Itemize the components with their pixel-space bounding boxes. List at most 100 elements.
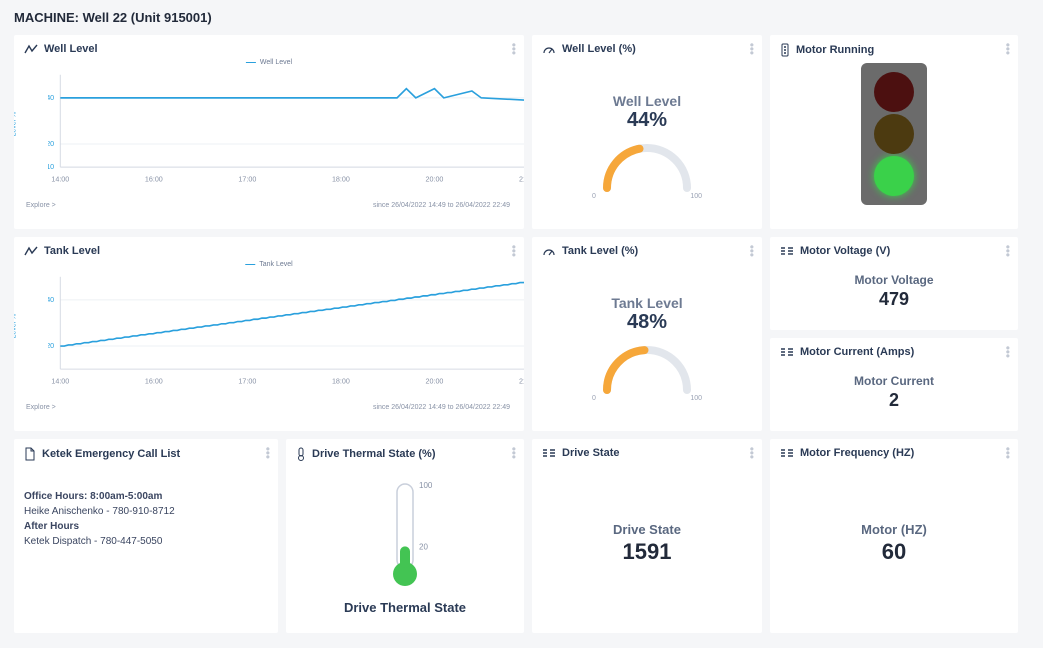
card-title: Tank Level — [44, 245, 100, 257]
stat-value: 479 — [879, 289, 909, 310]
well-level-chart: Well Level Level % 40201014:0016:0017:00… — [24, 59, 514, 207]
stat-label: Motor Voltage — [854, 273, 933, 287]
motor-running-card: Motor Running ••• — [770, 35, 1018, 229]
card-title: Motor Frequency (HZ) — [800, 447, 914, 459]
dashboard-grid: Well Level ••• Well Level Level % 402010… — [14, 35, 1029, 633]
metric-icon — [780, 347, 794, 357]
time-range: since 26/04/2022 14:49 to 26/04/2022 22:… — [373, 404, 510, 411]
card-title: Drive State — [562, 447, 619, 459]
thermometer: 100 20 — [365, 476, 445, 596]
traffic-red — [874, 72, 914, 112]
svg-text:14:00: 14:00 — [51, 175, 69, 183]
gauge-min: 0 — [592, 193, 596, 200]
call-list-card: Ketek Emergency Call List ••• Office Hou… — [14, 439, 278, 633]
motor-voltage-card: Motor Voltage (V) ••• Motor Voltage 479 — [770, 237, 1018, 330]
row3-left-split: Ketek Emergency Call List ••• Office Hou… — [14, 439, 524, 633]
time-range: since 26/04/2022 14:49 to 26/04/2022 22:… — [373, 202, 510, 209]
card-menu-icon[interactable]: ••• — [512, 43, 516, 55]
explore-link[interactable]: Explore > — [26, 404, 56, 411]
svg-text:17:00: 17:00 — [238, 175, 256, 183]
card-title: Drive Thermal State (%) — [312, 448, 435, 460]
card-title: Motor Current (Amps) — [800, 346, 914, 358]
card-title: Well Level (%) — [562, 43, 636, 55]
chart-legend: Tank Level — [245, 261, 292, 268]
line-chart-icon — [24, 43, 38, 55]
y-axis-label: Level % — [14, 314, 18, 339]
document-icon — [24, 447, 36, 461]
line-chart-icon — [24, 245, 38, 257]
tank-level-chart-card: Tank Level ••• Tank Level Level % 40 20 14… — [14, 237, 524, 431]
motor-frequency-card: Motor Frequency (HZ) ••• Motor (HZ) 60 — [770, 439, 1018, 633]
card-title: Tank Level (%) — [562, 245, 638, 257]
svg-text:16:00: 16:00 — [145, 175, 163, 183]
svg-text:18:00: 18:00 — [332, 377, 350, 385]
svg-text:40: 40 — [48, 296, 54, 304]
card-menu-icon[interactable]: ••• — [750, 447, 754, 459]
gauge-label: Well Level — [613, 93, 681, 109]
card-title: Well Level — [44, 43, 98, 55]
after-hours-label: After Hours — [24, 519, 268, 534]
gauge-label: Tank Level — [611, 295, 682, 311]
card-menu-icon[interactable]: ••• — [1006, 447, 1010, 459]
contact-line: Ketek Dispatch - 780-447-5050 — [24, 534, 268, 549]
well-level-chart-card: Well Level ••• Well Level Level % 402010… — [14, 35, 524, 229]
metric-icon — [780, 246, 794, 256]
gauge-icon — [542, 245, 556, 257]
gauge-value: 48% — [627, 311, 667, 334]
card-title: Motor Voltage (V) — [800, 245, 890, 257]
svg-text:18:00: 18:00 — [332, 175, 350, 183]
gauge-icon — [542, 43, 556, 55]
thermometer-icon — [296, 447, 306, 461]
stat-label: Drive State — [613, 522, 681, 537]
gauge-max: 100 — [690, 395, 702, 402]
gauge-min: 0 — [592, 395, 596, 402]
stat-value: 1591 — [623, 539, 672, 565]
svg-text:21:00: 21:00 — [519, 175, 524, 183]
svg-text:20: 20 — [48, 342, 54, 350]
thermal-state-card: Drive Thermal State (%) ••• 100 20 Drive … — [286, 439, 524, 633]
office-hours-label: Office Hours: 8:00am-5:00am — [24, 489, 268, 504]
svg-text:17:00: 17:00 — [238, 377, 256, 385]
card-menu-icon[interactable]: ••• — [750, 43, 754, 55]
stat-value: 2 — [889, 390, 899, 411]
svg-text:40: 40 — [48, 94, 54, 102]
traffic-green — [874, 156, 914, 196]
well-level-pct-card: Well Level (%) ••• Well Level 44% 0100 — [532, 35, 762, 229]
svg-text:20:00: 20:00 — [426, 377, 444, 385]
card-title: Ketek Emergency Call List — [42, 448, 180, 460]
traffic-light-icon — [780, 43, 790, 57]
svg-text:20: 20 — [419, 542, 428, 551]
contact-info: Office Hours: 8:00am-5:00am Heike Anisch… — [24, 489, 268, 549]
motor-stats-column: Motor Voltage (V) ••• Motor Voltage 479 … — [770, 237, 1018, 431]
contact-line: Heike Anischenko - 780-910-8712 — [24, 504, 268, 519]
stat-value: 60 — [882, 539, 906, 565]
card-menu-icon[interactable]: ••• — [512, 245, 516, 257]
traffic-light — [861, 63, 927, 205]
card-menu-icon[interactable]: ••• — [266, 447, 270, 459]
metric-icon — [542, 448, 556, 458]
y-axis-label: Level % — [14, 112, 18, 137]
gauge-max: 100 — [690, 193, 702, 200]
svg-text:100: 100 — [419, 481, 433, 490]
svg-text:20:00: 20:00 — [426, 175, 444, 183]
stat-label: Motor (HZ) — [861, 522, 927, 537]
metric-icon — [780, 448, 794, 458]
card-menu-icon[interactable]: ••• — [750, 245, 754, 257]
svg-text:21:00: 21:00 — [519, 377, 524, 385]
card-menu-icon[interactable]: ••• — [1006, 43, 1010, 55]
explore-link[interactable]: Explore > — [26, 202, 56, 209]
stat-label: Motor Current — [854, 374, 934, 388]
svg-text:14:00: 14:00 — [51, 377, 69, 385]
thermo-caption: Drive Thermal State — [344, 600, 466, 615]
page-title: MACHINE: Well 22 (Unit 915001) — [14, 10, 1029, 25]
card-menu-icon[interactable]: ••• — [1006, 346, 1010, 358]
svg-text:16:00: 16:00 — [145, 377, 163, 385]
svg-text:10: 10 — [48, 163, 54, 171]
traffic-amber — [874, 114, 914, 154]
card-title: Motor Running — [796, 44, 874, 56]
chart-legend: Well Level — [246, 59, 292, 66]
card-menu-icon[interactable]: ••• — [512, 447, 516, 459]
card-menu-icon[interactable]: ••• — [1006, 245, 1010, 257]
motor-current-card: Motor Current (Amps) ••• Motor Current 2 — [770, 338, 1018, 431]
drive-state-card: Drive State ••• Drive State 1591 — [532, 439, 762, 633]
